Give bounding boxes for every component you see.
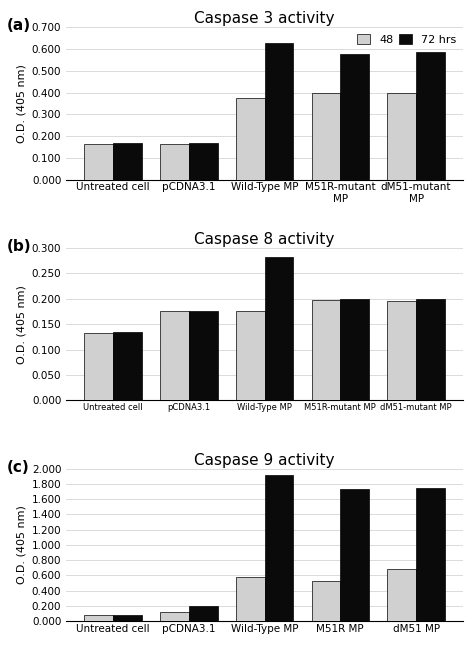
Bar: [340, 299, 369, 401]
Bar: [189, 143, 218, 180]
Bar: [84, 615, 113, 621]
Bar: [84, 144, 113, 180]
Bar: [84, 333, 113, 401]
Bar: [236, 98, 264, 180]
Bar: [340, 54, 369, 180]
Title: Caspase 9 activity: Caspase 9 activity: [194, 453, 335, 468]
Bar: [264, 475, 293, 621]
Bar: [416, 299, 445, 401]
Bar: [311, 93, 340, 180]
Bar: [340, 488, 369, 621]
Bar: [416, 52, 445, 180]
Text: (a): (a): [7, 18, 31, 33]
Bar: [113, 615, 142, 621]
Bar: [160, 312, 189, 401]
Bar: [113, 143, 142, 180]
Bar: [236, 577, 264, 621]
Text: (c): (c): [7, 460, 29, 475]
Bar: [387, 570, 416, 621]
Y-axis label: O.D. (405 nm): O.D. (405 nm): [16, 506, 26, 584]
Bar: [387, 301, 416, 401]
Title: Caspase 3 activity: Caspase 3 activity: [194, 11, 335, 26]
Bar: [311, 580, 340, 621]
Y-axis label: O.D. (405 nm): O.D. (405 nm): [16, 284, 26, 364]
Bar: [264, 257, 293, 401]
Bar: [113, 332, 142, 401]
Legend: 48, 72 hrs: 48, 72 hrs: [352, 30, 461, 49]
Bar: [160, 144, 189, 180]
Bar: [416, 488, 445, 621]
Y-axis label: O.D. (405 nm): O.D. (405 nm): [16, 64, 26, 143]
Bar: [311, 301, 340, 401]
Bar: [160, 612, 189, 621]
Text: (b): (b): [7, 239, 31, 254]
Bar: [236, 312, 264, 401]
Bar: [264, 43, 293, 180]
Bar: [189, 606, 218, 621]
Bar: [387, 93, 416, 180]
Title: Caspase 8 activity: Caspase 8 activity: [194, 232, 335, 247]
Bar: [189, 311, 218, 401]
